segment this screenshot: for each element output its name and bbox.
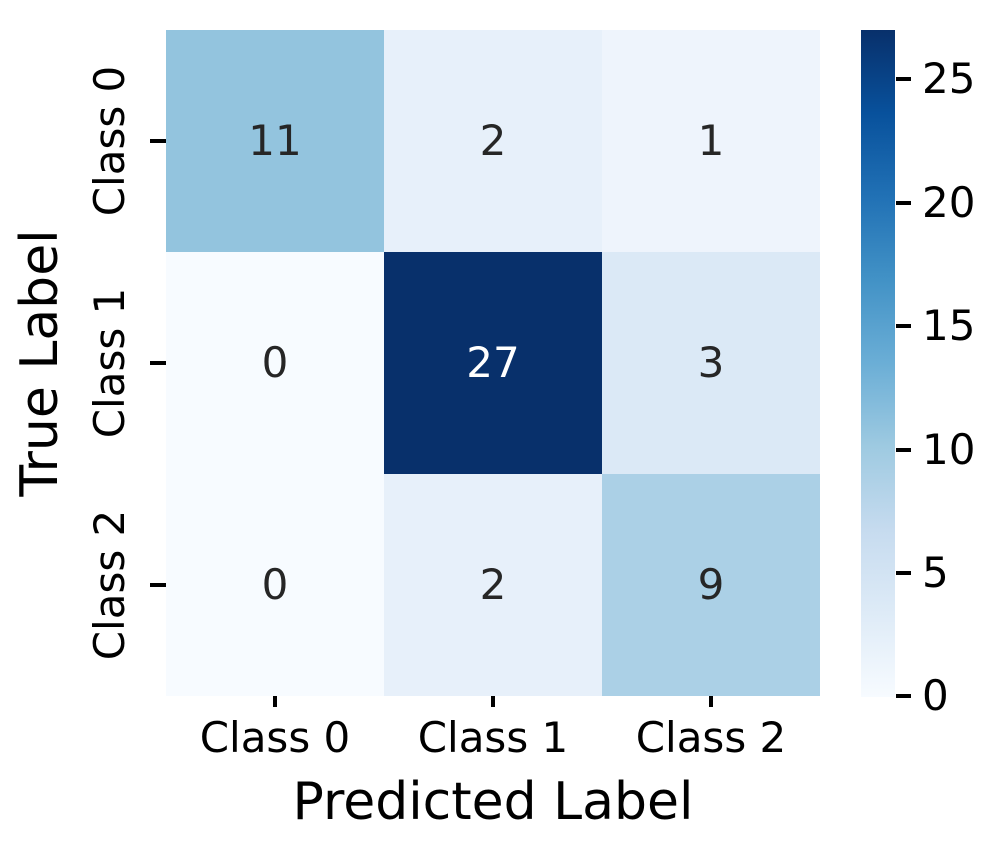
x-tick-label-class0: Class 0 <box>199 713 351 762</box>
cell-value: 0 <box>261 560 289 609</box>
heatmap-cell-r1c0: 0 <box>166 252 384 474</box>
heatmap-cell-r2c1: 2 <box>384 474 602 696</box>
colorbar-tick-label: 0 <box>922 671 949 720</box>
cell-value: 11 <box>248 116 302 165</box>
heatmap-cell-r2c2: 9 <box>602 474 820 696</box>
colorbar-tick-mark <box>896 448 911 452</box>
colorbar-tick-0: 0 <box>896 675 949 717</box>
heatmap-cell-r0c1: 2 <box>384 30 602 252</box>
y-tick-label-class1: Class 1 <box>85 287 134 439</box>
x-tick-mark <box>709 696 713 707</box>
x-tick-label-class2: Class 2 <box>635 713 787 762</box>
x-axis-label: Predicted Label <box>292 772 694 832</box>
colorbar-tick-label: 5 <box>922 548 949 597</box>
y-tick-label-class0: Class 0 <box>85 65 134 217</box>
x-tick-label-class1: Class 1 <box>417 713 569 762</box>
colorbar-tick-mark <box>896 324 911 328</box>
colorbar-tick-label: 25 <box>922 54 976 103</box>
colorbar-tick-20: 20 <box>896 182 975 224</box>
x-tick-mark <box>273 696 277 707</box>
colorbar-tick-25: 25 <box>896 58 975 100</box>
heatmap-cell-r0c2: 1 <box>602 30 820 252</box>
colorbar-tick-15: 15 <box>896 305 975 347</box>
heatmap-cell-r2c0: 0 <box>166 474 384 696</box>
colorbar-gradient <box>861 30 895 697</box>
y-tick-mark <box>150 583 166 587</box>
heatmap-grid: 11 2 1 0 27 3 0 2 9 <box>166 30 820 696</box>
colorbar-tick-mark <box>896 694 911 698</box>
cell-value: 1 <box>697 116 725 165</box>
colorbar-tick-mark <box>896 571 911 575</box>
heatmap-cell-r0c0: 11 <box>166 30 384 252</box>
y-tick-label-class2: Class 2 <box>85 509 134 661</box>
colorbar-tick-label: 15 <box>922 301 976 350</box>
colorbar-tick-5: 5 <box>896 552 949 594</box>
y-tick-mark <box>150 139 166 143</box>
cell-value: 2 <box>479 116 507 165</box>
cell-value: 2 <box>479 560 507 609</box>
cell-value: 27 <box>466 338 520 387</box>
colorbar-tick-label: 10 <box>922 425 976 474</box>
colorbar-tick-10: 10 <box>896 429 975 471</box>
heatmap-cell-r1c2: 3 <box>602 252 820 474</box>
colorbar-tick-mark <box>896 77 911 81</box>
cell-value: 0 <box>261 338 289 387</box>
x-tick-mark <box>491 696 495 707</box>
colorbar-tick-mark <box>896 201 911 205</box>
colorbar-tick-label: 20 <box>922 178 976 227</box>
cell-value: 9 <box>697 560 725 609</box>
y-axis-label: True Label <box>10 229 70 497</box>
heatmap-cell-r1c1: 27 <box>384 252 602 474</box>
y-tick-mark <box>150 361 166 365</box>
cell-value: 3 <box>697 338 725 387</box>
